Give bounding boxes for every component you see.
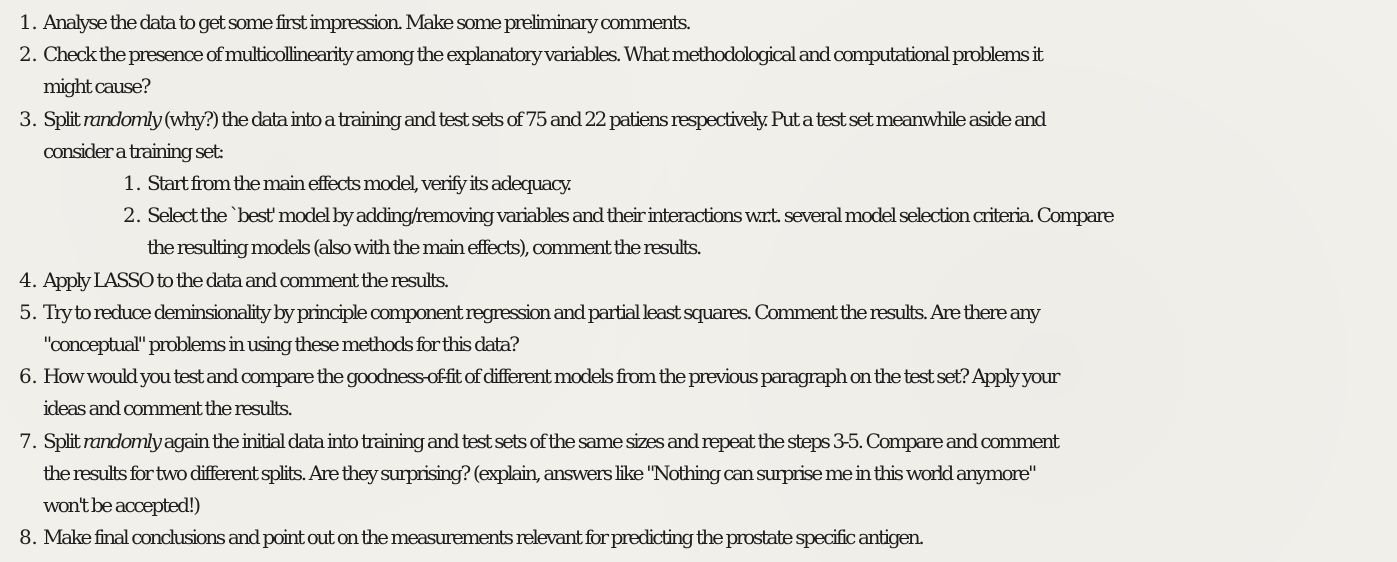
item-number: 4. bbox=[19, 267, 38, 292]
item-text: Split randomly (why?) the data into a tr… bbox=[43, 103, 1397, 135]
item-text: Apply LASSO to the data and comment the … bbox=[43, 267, 450, 292]
list-item-6: 6. How would you test and compare the go… bbox=[0, 360, 1397, 424]
item-text: Start from the main effects model, verif… bbox=[147, 171, 572, 196]
item-number: 7. bbox=[19, 428, 38, 453]
item-number: 2. bbox=[19, 42, 38, 67]
item-text: Analyse the data to get some first impre… bbox=[43, 10, 692, 34]
list-item-7: 7. Split randomly again the initial data… bbox=[0, 425, 1397, 522]
sub-list: 1. Start from the main effects model, ve… bbox=[43, 167, 1397, 264]
list-item-8: 8. Make final conclusions and point out … bbox=[0, 521, 1397, 553]
item-text: the resulting models (also with the main… bbox=[147, 235, 702, 260]
task-document: 1. Analyse the data to get some first im… bbox=[0, 6, 1397, 553]
list-item-5: 5. Try to reduce deminsionality by princ… bbox=[0, 296, 1397, 360]
item-text-part: again the initial data into training and… bbox=[159, 428, 1060, 453]
sub-item-2: 2. Select the `best' model by adding/rem… bbox=[43, 199, 1397, 263]
sub-item-1: 1. Start from the main effects model, ve… bbox=[43, 167, 1397, 199]
item-number: 8. bbox=[19, 525, 38, 550]
item-text: "conceptual" problems in using these met… bbox=[43, 332, 520, 357]
item-text-part: Split bbox=[43, 428, 83, 453]
item-number: 1. bbox=[19, 10, 38, 34]
list-item-2: 2. Check the presence of multicollineari… bbox=[0, 38, 1397, 102]
item-number: 1. bbox=[123, 171, 142, 196]
item-text: ideas and comment the results. bbox=[43, 396, 293, 421]
item-number: 6. bbox=[19, 364, 38, 389]
list-item-1: 1. Analyse the data to get some first im… bbox=[0, 6, 1397, 38]
item-text: won't be accepted!) bbox=[43, 493, 201, 518]
list-item-4: 4. Apply LASSO to the data and comment t… bbox=[0, 264, 1397, 296]
item-number: 2. bbox=[123, 203, 142, 228]
item-text-part: Split bbox=[43, 106, 83, 131]
item-text: might cause? bbox=[43, 74, 151, 99]
item-text: Make final conclusions and point out on … bbox=[43, 525, 925, 550]
item-text: Split randomly again the initial data in… bbox=[43, 425, 1397, 457]
item-text: consider a training set: bbox=[43, 138, 225, 163]
emphasis-randomly: randomly bbox=[82, 428, 162, 453]
item-number: 3. bbox=[19, 106, 38, 131]
item-text: Try to reduce deminsionality by principl… bbox=[43, 299, 1041, 324]
item-text: Check the presence of multicollinearity … bbox=[43, 42, 1044, 67]
item-text: Select the `best' model by adding/removi… bbox=[147, 203, 1115, 228]
item-text: How would you test and compare the goodn… bbox=[43, 364, 1060, 389]
item-text: the results for two different splits. Ar… bbox=[43, 460, 1037, 485]
item-text-part: (why?) the data into a training and test… bbox=[159, 106, 1047, 131]
task-list: 1. Analyse the data to get some first im… bbox=[0, 6, 1397, 553]
item-number: 5. bbox=[19, 299, 38, 324]
list-item-3: 3. Split randomly (why?) the data into a… bbox=[0, 103, 1397, 264]
emphasis-randomly: randomly bbox=[82, 106, 162, 131]
